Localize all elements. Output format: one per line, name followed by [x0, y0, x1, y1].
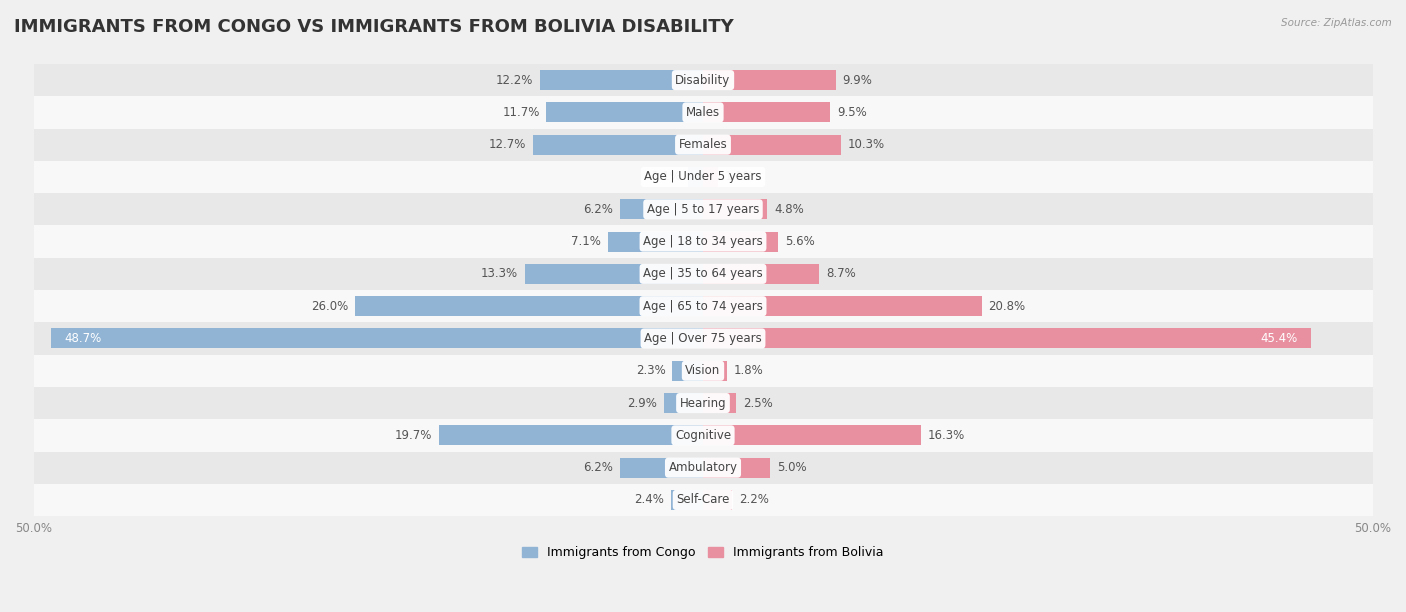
Text: Self-Care: Self-Care [676, 493, 730, 507]
Text: 4.8%: 4.8% [773, 203, 804, 216]
Text: Males: Males [686, 106, 720, 119]
Text: 11.7%: 11.7% [502, 106, 540, 119]
Text: Age | Over 75 years: Age | Over 75 years [644, 332, 762, 345]
Bar [34, 258, 1372, 290]
Bar [354, 296, 703, 316]
Text: 12.7%: 12.7% [489, 138, 526, 151]
Text: 2.2%: 2.2% [740, 493, 769, 507]
Bar [703, 360, 727, 381]
Text: Ambulatory: Ambulatory [668, 461, 738, 474]
Text: 8.7%: 8.7% [827, 267, 856, 280]
Text: 19.7%: 19.7% [395, 429, 433, 442]
Bar [703, 200, 768, 219]
Bar [34, 161, 1372, 193]
Text: Age | 65 to 74 years: Age | 65 to 74 years [643, 300, 763, 313]
Text: Hearing: Hearing [679, 397, 727, 409]
Bar [34, 290, 1372, 323]
Bar [524, 264, 703, 284]
Bar [703, 393, 737, 413]
Bar [620, 200, 703, 219]
Bar [703, 296, 981, 316]
Text: 48.7%: 48.7% [65, 332, 101, 345]
Text: 45.4%: 45.4% [1260, 332, 1298, 345]
Bar [34, 452, 1372, 484]
Text: 5.0%: 5.0% [776, 461, 806, 474]
Text: 1.8%: 1.8% [734, 364, 763, 377]
Text: 9.9%: 9.9% [842, 73, 872, 87]
Bar [703, 458, 770, 478]
Bar [689, 167, 703, 187]
Bar [34, 193, 1372, 225]
Bar [703, 231, 778, 252]
Bar [34, 225, 1372, 258]
Bar [533, 135, 703, 155]
Text: 2.5%: 2.5% [744, 397, 773, 409]
Text: IMMIGRANTS FROM CONGO VS IMMIGRANTS FROM BOLIVIA DISABILITY: IMMIGRANTS FROM CONGO VS IMMIGRANTS FROM… [14, 18, 734, 36]
Bar [34, 387, 1372, 419]
Bar [34, 354, 1372, 387]
Text: 9.5%: 9.5% [837, 106, 866, 119]
Legend: Immigrants from Congo, Immigrants from Bolivia: Immigrants from Congo, Immigrants from B… [517, 541, 889, 564]
Text: 6.2%: 6.2% [583, 203, 613, 216]
Bar [703, 102, 830, 122]
Bar [540, 70, 703, 90]
Bar [664, 393, 703, 413]
Text: 2.9%: 2.9% [627, 397, 658, 409]
Text: Cognitive: Cognitive [675, 429, 731, 442]
Bar [34, 129, 1372, 161]
Bar [672, 360, 703, 381]
Text: Source: ZipAtlas.com: Source: ZipAtlas.com [1281, 18, 1392, 28]
Text: 1.1%: 1.1% [724, 171, 754, 184]
Text: 26.0%: 26.0% [311, 300, 349, 313]
Bar [703, 490, 733, 510]
Text: Age | 5 to 17 years: Age | 5 to 17 years [647, 203, 759, 216]
Text: 7.1%: 7.1% [571, 235, 602, 248]
Text: 2.3%: 2.3% [636, 364, 665, 377]
Bar [34, 64, 1372, 96]
Bar [547, 102, 703, 122]
Text: Females: Females [679, 138, 727, 151]
Text: 12.2%: 12.2% [495, 73, 533, 87]
Text: 2.4%: 2.4% [634, 493, 664, 507]
Bar [34, 419, 1372, 452]
Bar [620, 458, 703, 478]
Text: 1.1%: 1.1% [652, 171, 682, 184]
Bar [607, 231, 703, 252]
Bar [703, 329, 1310, 348]
Bar [703, 264, 820, 284]
Text: 6.2%: 6.2% [583, 461, 613, 474]
Bar [34, 96, 1372, 129]
Bar [703, 135, 841, 155]
Text: 16.3%: 16.3% [928, 429, 965, 442]
Text: 5.6%: 5.6% [785, 235, 814, 248]
Text: Disability: Disability [675, 73, 731, 87]
Bar [34, 484, 1372, 516]
Text: 13.3%: 13.3% [481, 267, 519, 280]
Bar [703, 70, 835, 90]
Text: Age | 35 to 64 years: Age | 35 to 64 years [643, 267, 763, 280]
Text: 10.3%: 10.3% [848, 138, 884, 151]
Bar [671, 490, 703, 510]
Text: 20.8%: 20.8% [988, 300, 1025, 313]
Bar [703, 167, 717, 187]
Bar [51, 329, 703, 348]
Text: Vision: Vision [685, 364, 721, 377]
Text: Age | 18 to 34 years: Age | 18 to 34 years [643, 235, 763, 248]
Text: Age | Under 5 years: Age | Under 5 years [644, 171, 762, 184]
Bar [703, 425, 921, 446]
Bar [439, 425, 703, 446]
Bar [34, 323, 1372, 354]
